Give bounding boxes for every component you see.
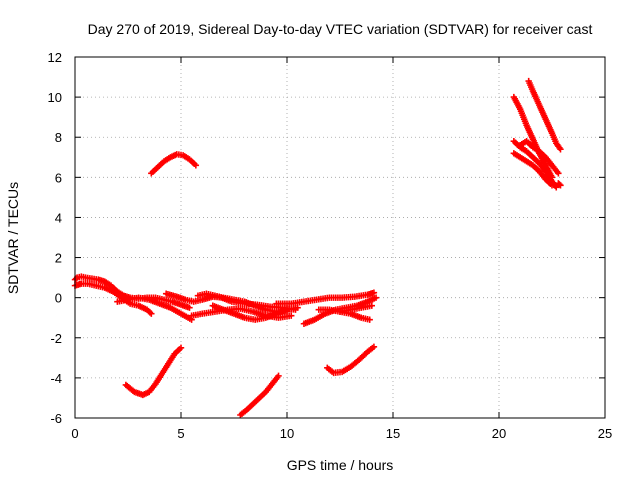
x-tick-label: 15 — [386, 426, 400, 441]
series-arc-11 — [336, 302, 375, 315]
series-arc-3 — [114, 294, 195, 323]
series-arc-15 — [324, 343, 378, 377]
series-arc-16 — [510, 93, 556, 181]
data-point — [148, 310, 155, 317]
data-point — [553, 184, 560, 191]
data-point — [288, 312, 295, 319]
series-arc-14 — [237, 372, 282, 419]
series-arc-12 — [148, 151, 200, 177]
grid — [75, 57, 605, 418]
series-arc-8 — [273, 289, 378, 307]
data-point — [370, 343, 378, 351]
y-tick-label: 6 — [55, 170, 62, 185]
y-tick-label: 4 — [55, 210, 62, 225]
chart-title: Day 270 of 2019, Sidereal Day-to-day VTE… — [88, 21, 593, 37]
y-tick-label: 8 — [55, 130, 62, 145]
y-tick-label: 2 — [55, 251, 62, 266]
data-point — [192, 162, 200, 169]
y-tick-label: -4 — [50, 371, 62, 386]
series-arc-7 — [209, 302, 301, 323]
series-arc-17 — [525, 77, 564, 153]
x-tick-label: 0 — [71, 426, 78, 441]
series-arc-20 — [510, 150, 556, 189]
data-point — [366, 316, 373, 323]
data-point — [177, 344, 185, 352]
y-tick-label: 12 — [48, 50, 62, 65]
data-point — [368, 302, 375, 309]
series-arc-19 — [517, 138, 562, 177]
y-tick-label: -6 — [50, 411, 62, 426]
data-point — [555, 170, 562, 177]
x-tick-label: 10 — [280, 426, 294, 441]
data-point — [186, 304, 193, 311]
data-point — [548, 182, 556, 189]
data-point — [557, 182, 564, 189]
x-tick-label: 20 — [492, 426, 506, 441]
x-tick-label: 5 — [177, 426, 184, 441]
plot-frame — [74, 56, 606, 419]
x-axis-label: GPS time / hours — [287, 457, 394, 473]
data-point — [275, 372, 282, 380]
y-tick-label: 0 — [55, 291, 62, 306]
data-points — [71, 77, 564, 419]
data-point — [370, 289, 378, 296]
y-tick-label: -2 — [50, 331, 62, 346]
data-point — [557, 146, 564, 153]
y-axis-label: SDTVAR / TECUs — [5, 182, 21, 294]
axis-ticks: 0 5 10 15 20 25 -6 -4 -2 0 2 4 6 8 10 12 — [48, 50, 613, 441]
series-arc-21 — [555, 180, 564, 189]
y-tick-label: 10 — [48, 90, 62, 105]
series-arc-13 — [122, 344, 185, 399]
data-point — [372, 294, 380, 301]
data-point — [556, 181, 563, 188]
x-tick-label: 25 — [598, 426, 612, 441]
